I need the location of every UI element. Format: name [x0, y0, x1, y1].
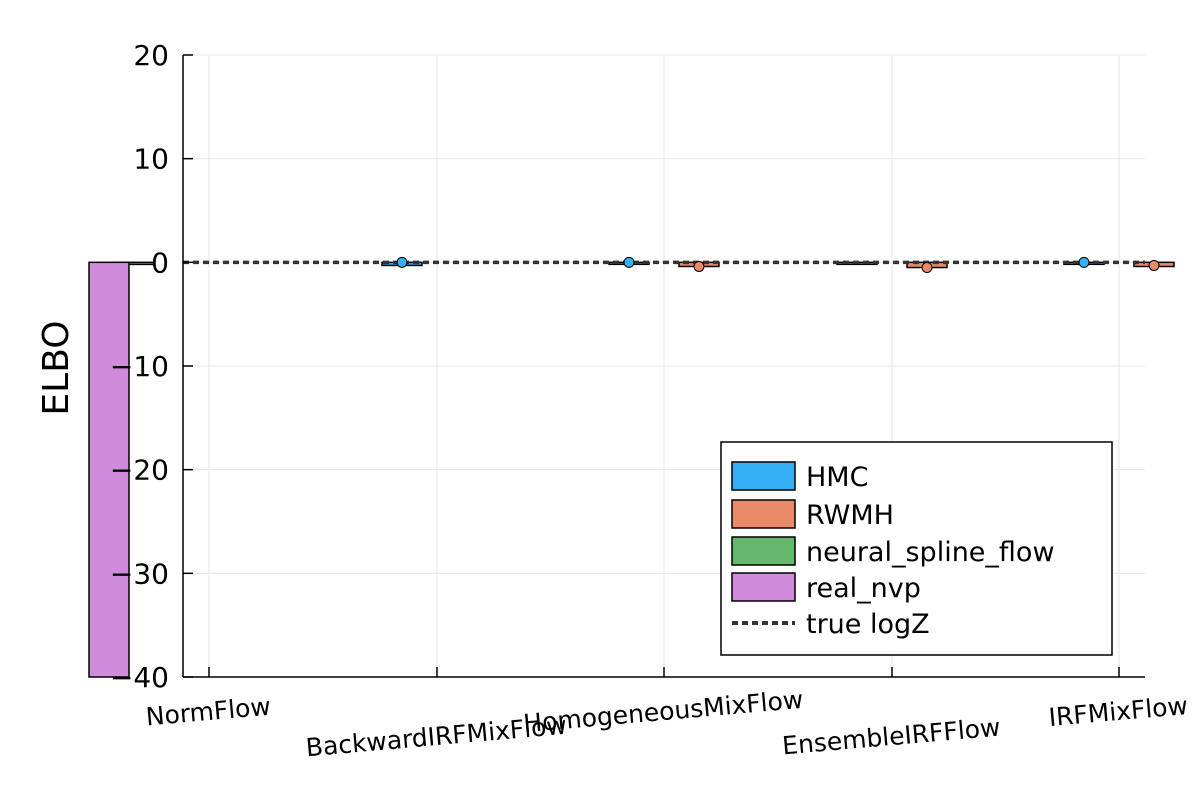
x-tick-label: NormFlow: [145, 692, 272, 732]
legend-swatch: [731, 572, 796, 602]
y-axis-label: ELBO: [36, 320, 77, 415]
y-tick-label: −10: [110, 350, 169, 383]
point-marker: [396, 256, 408, 268]
y-tick-label: 0: [151, 246, 169, 279]
legend-entry: RWMH: [806, 500, 894, 531]
x-tick-label: EnsembleIRFFlow: [781, 713, 1001, 761]
axes: [182, 54, 1145, 678]
x-tick-labels: NormFlow BackwardIRFMixFlowHomogeneousMix…: [145, 685, 1189, 763]
point-marker: [921, 262, 933, 274]
point-marker: [693, 260, 705, 272]
y-tick-label: −30: [110, 557, 169, 590]
x-tick-label: IRFMixFlow: [1048, 691, 1190, 732]
point-marker: [1078, 256, 1090, 268]
y-tick-label: −20: [110, 454, 169, 487]
markers: [396, 256, 1160, 274]
point-marker: [623, 256, 635, 268]
y-tick-label: 20: [133, 39, 169, 72]
legend-swatch: [731, 536, 796, 566]
legend-entry: HMC: [806, 462, 868, 493]
legend-entry: true logZ: [806, 609, 930, 640]
y-tick-labels: 20 10 0 −10 −20 −30 −40: [110, 39, 169, 694]
legend-swatch: [731, 499, 796, 529]
y-tick-label: −40: [110, 661, 169, 694]
point-marker: [1148, 259, 1160, 271]
legend-swatch: [731, 461, 796, 491]
legend-entry: neural_spline_flow: [806, 537, 1055, 568]
y-tick-label: 10: [133, 143, 169, 176]
legend-entry: real_nvp: [806, 573, 921, 604]
x-tick-label: HomogeneousMixFlow: [522, 685, 804, 738]
bar: [88, 261, 130, 678]
